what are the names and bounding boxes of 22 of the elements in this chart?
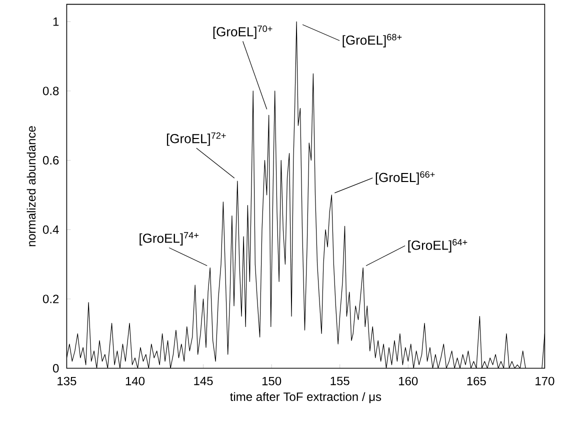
annotation: [GroEL]$^{70+}$ xyxy=(213,26,272,39)
annotation: [GroEL]$^{74+}$ xyxy=(140,232,199,246)
x-tick-label: 135 xyxy=(58,376,76,386)
x-tick-label: 155 xyxy=(330,376,350,386)
x-tick-label: 140 xyxy=(126,376,145,386)
x-tick-label: 145 xyxy=(194,376,213,386)
x-axis-title: time after ToF extraction / μs xyxy=(230,392,382,404)
annotation: [GroEL]$^{68+}$ xyxy=(342,34,402,48)
annotation: [GroEL]$^{64+}$ xyxy=(408,239,468,252)
x-tick-label: 160 xyxy=(399,376,418,386)
y-tick-label: 0.2 xyxy=(42,294,59,304)
annotation: [GroEL]$^{72+}$ xyxy=(166,132,226,146)
annotation: [GroEL]$^{66+}$ xyxy=(376,171,435,185)
y-tick-label: 0.4 xyxy=(42,225,59,234)
y-tick-label: 0 xyxy=(52,364,59,373)
y-tick-label: 0.6 xyxy=(42,156,59,165)
x-tick-label: 150 xyxy=(262,376,282,386)
x-tick-label: 170 xyxy=(536,376,554,386)
y-tick-label: 0.8 xyxy=(42,86,59,96)
y-tick-label: 1 xyxy=(53,18,59,26)
x-tick-label: 165 xyxy=(467,376,486,386)
y-axis-title: normalized abundance xyxy=(26,126,36,246)
